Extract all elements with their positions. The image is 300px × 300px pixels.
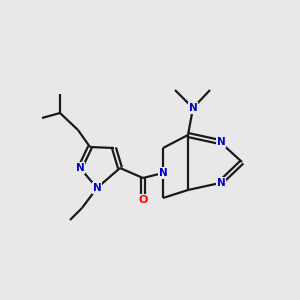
Text: N: N [189, 103, 197, 113]
Text: O: O [138, 195, 148, 205]
Text: N: N [76, 163, 84, 173]
Text: N: N [159, 168, 167, 178]
Text: N: N [93, 183, 101, 193]
Text: N: N [217, 137, 225, 147]
Text: N: N [217, 178, 225, 188]
